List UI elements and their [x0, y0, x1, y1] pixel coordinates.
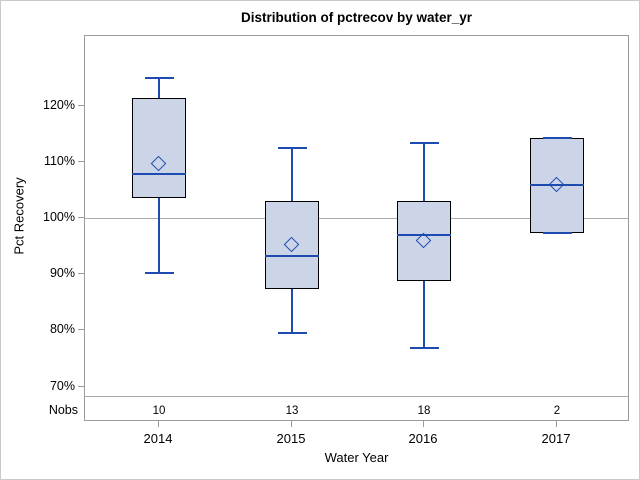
upper-whisker-cap-2014 [144, 77, 174, 79]
y-tick-label: 70% [49, 378, 75, 393]
nobs-separator-line [85, 396, 628, 397]
lower-whisker-cap-2017 [542, 232, 572, 235]
iqr-box-2014 [132, 98, 186, 198]
x-tick-mark [422, 421, 424, 427]
reference-line-100pct [85, 218, 628, 219]
y-tick-mark [78, 385, 84, 387]
median-line-2017 [530, 184, 584, 187]
upper-whisker-cap-2015 [277, 147, 307, 150]
y-axis-title: Pct Recovery [11, 177, 27, 255]
x-tick-label-2014: 2014 [143, 431, 173, 446]
median-line-2015 [265, 255, 319, 258]
x-tick-label-2015: 2015 [276, 431, 306, 446]
upper-whisker-cap-2016 [409, 142, 439, 145]
iqr-box-2015 [265, 201, 319, 289]
x-tick-mark [290, 421, 292, 427]
lower-whisker-cap-2014 [144, 272, 174, 274]
nobs-row-label: Nobs [48, 403, 78, 417]
upper-whisker-cap-2017 [542, 137, 572, 140]
x-tick-label-2016: 2016 [408, 431, 438, 446]
x-tick-mark [555, 421, 557, 427]
y-tick-mark [78, 217, 84, 218]
upper-whisker-stem-2015 [291, 148, 293, 202]
median-line-2014 [132, 172, 186, 175]
y-tick-mark [78, 273, 84, 275]
nobs-value-2015: 13 [285, 405, 299, 417]
chart-title: Distribution of pctrecov by water_yr [240, 10, 473, 25]
lower-whisker-stem-2015 [291, 288, 293, 333]
y-tick-mark [78, 160, 84, 162]
upper-whisker-stem-2014 [158, 78, 160, 99]
y-tick-label: 120% [43, 97, 75, 112]
y-tick-label: 100% [43, 210, 75, 224]
plot-area: 10 13 18 2 [84, 35, 629, 421]
nobs-value-2017: 2 [553, 405, 561, 417]
x-tick-mark [157, 421, 159, 427]
upper-whisker-stem-2016 [423, 143, 425, 201]
y-tick-mark [78, 104, 84, 106]
lower-whisker-cap-2015 [277, 331, 307, 334]
lower-whisker-cap-2016 [409, 346, 439, 349]
y-tick-label: 110% [43, 153, 75, 168]
lower-whisker-stem-2014 [158, 197, 160, 273]
y-tick-mark [78, 329, 84, 331]
nobs-value-2014: 10 [152, 405, 166, 417]
iqr-box-2016 [397, 200, 451, 281]
median-line-2016 [397, 234, 451, 237]
x-tick-label-2017: 2017 [541, 431, 571, 446]
x-axis-title: Water Year [324, 450, 389, 465]
y-tick-label: 90% [49, 266, 75, 281]
nobs-value-2016: 18 [417, 405, 431, 417]
lower-whisker-stem-2016 [423, 280, 425, 348]
y-tick-label: 80% [49, 322, 75, 337]
